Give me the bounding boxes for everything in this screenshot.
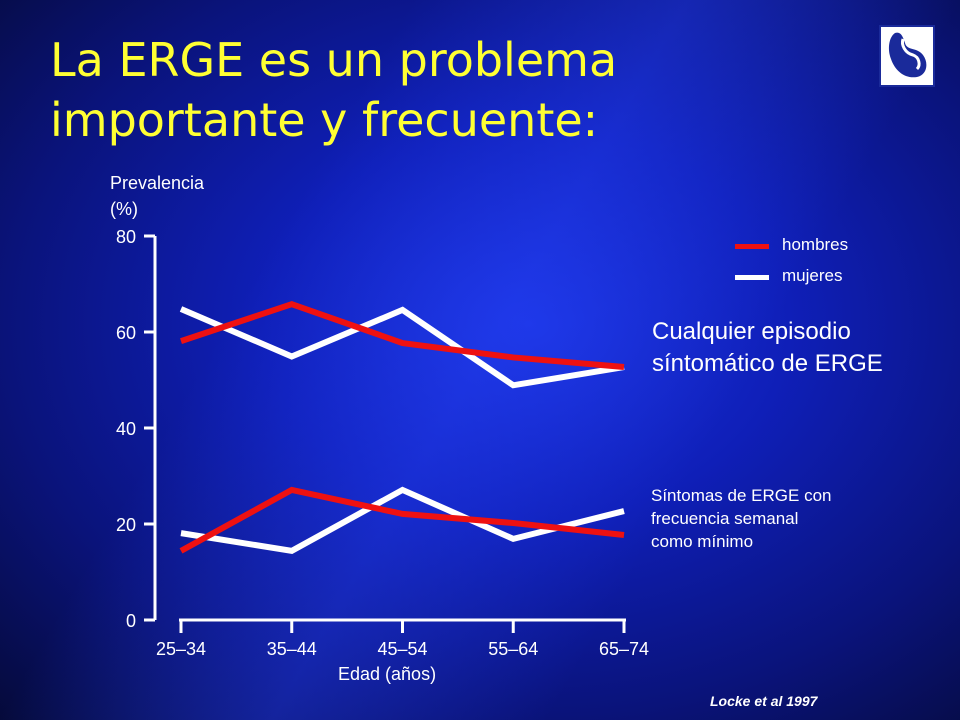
chart-axes bbox=[144, 234, 626, 633]
annotation-weekly-line-3: como mínimo bbox=[651, 532, 754, 551]
x-tick-label: 35–44 bbox=[267, 639, 317, 659]
title-line-2: importante y frecuente: bbox=[50, 93, 599, 147]
y-tick-label: 0 bbox=[126, 611, 136, 631]
source-citation: Locke et al 1997 bbox=[710, 693, 818, 709]
annotation-weekly-line-1: Síntomas de ERGE con bbox=[651, 486, 832, 505]
y-tick-label: 60 bbox=[116, 323, 136, 343]
chart-series-lines bbox=[179, 300, 625, 555]
series-line-any-episode-hombres bbox=[180, 300, 625, 371]
legend-label-hombres: hombres bbox=[782, 235, 849, 254]
y-axis-label: Prevalencia (%) bbox=[110, 170, 204, 222]
x-tick-label: 65–74 bbox=[599, 639, 649, 659]
annotation-any-episode-line-1: Cualquier episodio bbox=[652, 318, 851, 345]
y-tick-label: 80 bbox=[116, 227, 136, 247]
stomach-logo-icon bbox=[888, 32, 927, 78]
title-line-1: La ERGE es un problema bbox=[50, 33, 618, 87]
annotation-any-episode-line-2: síntomático de ERGE bbox=[652, 350, 883, 377]
annotation-any-episode: Cualquier episodio síntomático de ERGE bbox=[652, 316, 883, 380]
legend-swatch-mujeres bbox=[735, 275, 769, 280]
slide-title: La ERGE es un problema importante y frec… bbox=[50, 30, 810, 150]
x-tick-label: 45–54 bbox=[377, 639, 427, 659]
x-axis-label: Edad (años) bbox=[338, 664, 437, 684]
series-line-weekly-hombres bbox=[179, 486, 625, 554]
chart-tick-labels: 0 20 40 60 80 25–34 35–44 45–54 55–64 65–74 bbox=[116, 227, 649, 659]
annotation-weekly-line-2: frecuencia semanal bbox=[651, 509, 799, 528]
legend-swatch-hombres bbox=[735, 244, 769, 249]
series-line-any-episode-mujeres bbox=[179, 306, 625, 389]
legend-label-mujeres: mujeres bbox=[782, 266, 843, 285]
annotation-weekly: Síntomas de ERGE con frecuencia semanal … bbox=[651, 484, 831, 553]
series-line-weekly-mujeres bbox=[180, 486, 625, 555]
x-tick-label: 55–64 bbox=[488, 639, 538, 659]
y-axis-label-line-1: Prevalencia bbox=[110, 173, 205, 193]
y-axis-label-line-2: (%) bbox=[110, 199, 138, 219]
logo-icon bbox=[879, 25, 935, 87]
y-tick-label: 20 bbox=[116, 515, 136, 535]
x-tick-label: 25–34 bbox=[156, 639, 206, 659]
y-tick-label: 40 bbox=[116, 419, 136, 439]
